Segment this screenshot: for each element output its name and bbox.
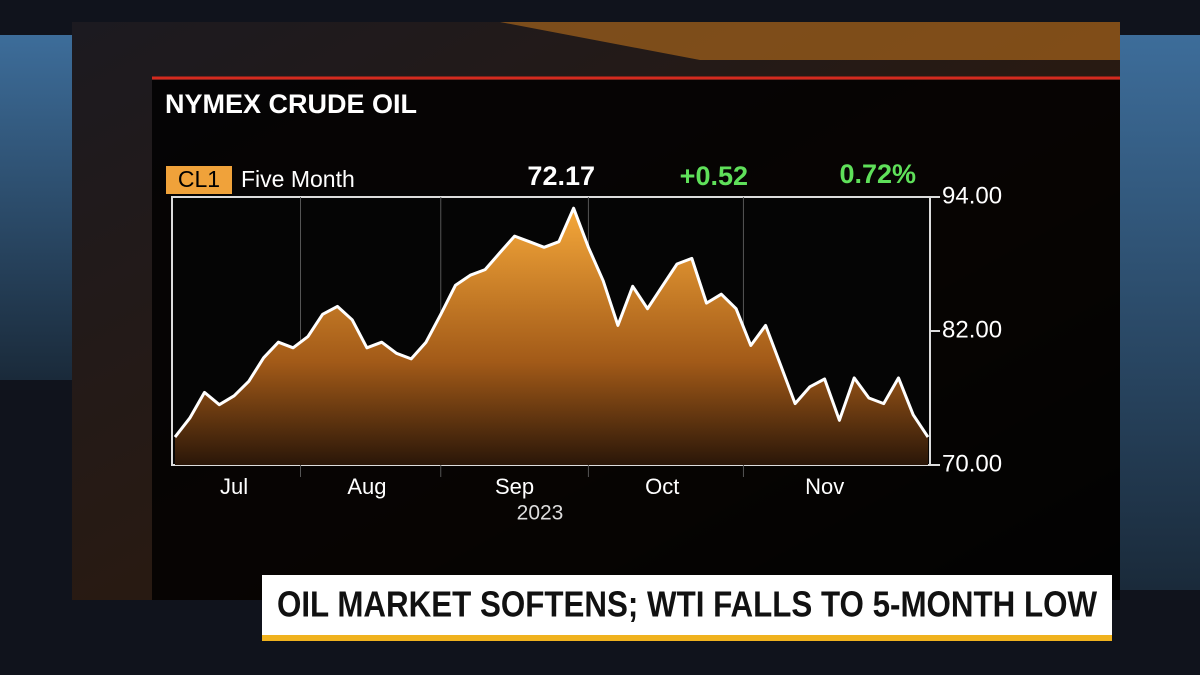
y-tick-label: 94.00 — [942, 182, 1002, 209]
percent-change: 0.72% — [839, 159, 916, 189]
period: Five Month — [241, 166, 355, 192]
area — [175, 208, 928, 465]
x-tick-label: Oct — [645, 474, 679, 499]
price-change: +0.52 — [680, 161, 748, 191]
y-tick-label: 70.00 — [942, 450, 1002, 477]
x-tick-label: Sep — [495, 474, 534, 499]
ticker-badge — [166, 166, 232, 194]
last-price: 72.17 — [527, 161, 595, 191]
panel-glow — [500, 22, 1120, 60]
x-tick-label: Jul — [220, 474, 248, 499]
right-screen — [1120, 35, 1200, 590]
line — [173, 206, 930, 439]
y-tick-label: 82.00 — [942, 316, 1002, 343]
x-tick-label: Aug — [347, 474, 386, 499]
headline: OIL MARKET SOFTENS; WTI FALLS TO 5-MONTH… — [277, 584, 1097, 625]
year-label: 2023 — [517, 502, 564, 525]
left-screen — [0, 35, 80, 380]
lower-third — [262, 575, 1112, 635]
x-tick-label: Nov — [805, 474, 844, 499]
chart-title: NYMEX CRUDE OIL — [165, 89, 417, 119]
lower-third-accent — [262, 635, 1112, 641]
ticker: CL1 — [178, 166, 220, 192]
